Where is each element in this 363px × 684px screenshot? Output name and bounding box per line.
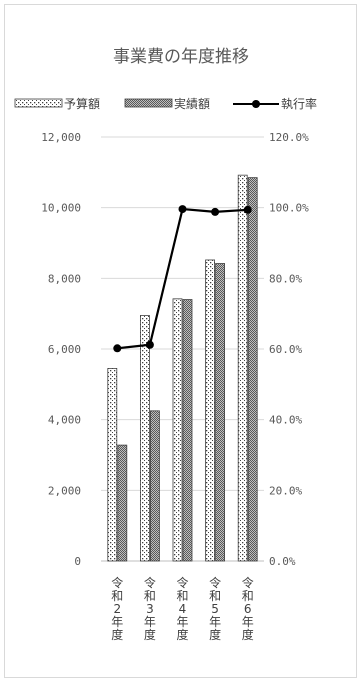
legend-label: 実績額 xyxy=(174,96,210,111)
x-category-label: 令和 4 年度 xyxy=(176,575,188,642)
y-right-tick-label: 40.0% xyxy=(269,414,302,427)
legend-item: 実績額 xyxy=(124,96,210,111)
y-right-tick-label: 20.0% xyxy=(269,484,302,497)
bar-budget xyxy=(172,298,183,562)
bar-budget xyxy=(107,368,118,562)
legend-item: 執行率 xyxy=(233,96,317,111)
bar-actual xyxy=(149,410,160,562)
y-left-tick-label: 4,000 xyxy=(48,414,81,427)
bar-actual xyxy=(215,263,226,562)
x-category-label: 令和 6 年度 xyxy=(242,575,254,642)
rate-point xyxy=(211,207,220,216)
gridlines xyxy=(101,136,264,562)
y-left-tick-label: 8,000 xyxy=(48,272,81,285)
y-axis-left: 0 2,000 4,000 6,000 8,000 10,000 12,000 xyxy=(41,131,81,568)
rate-line xyxy=(113,205,252,353)
bar-actual xyxy=(117,444,128,562)
rate-point xyxy=(113,344,122,353)
x-category-label: 令和 2 年度 xyxy=(111,575,123,642)
bar-actual xyxy=(182,299,193,562)
chart-title: 事業費の年度推移 xyxy=(113,47,249,67)
y-right-tick-label: 0.0% xyxy=(269,555,296,568)
y-right-tick-label: 80.0% xyxy=(269,272,302,285)
y-left-tick-label: 0 xyxy=(74,555,81,568)
bar-budget xyxy=(205,259,216,562)
y-left-tick-label: 10,000 xyxy=(41,202,81,215)
x-category-label: 令和 5 年度 xyxy=(209,575,221,642)
rate-point xyxy=(243,205,252,214)
legend-swatch xyxy=(14,98,63,108)
y-axis-right: 0.0% 20.0% 40.0% 60.0% 80.0% 100.0% 120.0% xyxy=(269,131,309,568)
bar-budget xyxy=(139,315,150,562)
rate-point xyxy=(145,340,154,349)
legend-label: 執行率 xyxy=(281,96,317,111)
x-axis-categories: 令和 2 年度 令和 3 年度 令和 4 年度 令和 5 年度 令和 6 年度 xyxy=(111,575,253,642)
y-left-tick-label: 6,000 xyxy=(48,343,81,356)
legend-swatch xyxy=(124,98,173,108)
chart-svg: 事業費の年度推移 予算額 実績額 執行率 0 2,000 4,000 6,000 8,000… xyxy=(14,47,317,642)
chart-frame: 事業費の年度推移 予算額 実績額 執行率 0 2,000 4,000 6,000 8,000… xyxy=(4,4,357,678)
bar-budget xyxy=(237,174,248,562)
rate-point xyxy=(178,205,187,214)
legend-label: 予算額 xyxy=(64,96,100,111)
bar-actual xyxy=(247,177,258,562)
legend: 予算額 実績額 執行率 xyxy=(14,96,317,111)
bars xyxy=(107,174,258,562)
y-right-tick-label: 60.0% xyxy=(269,343,302,356)
y-right-tick-label: 100.0% xyxy=(269,202,309,215)
legend-dot xyxy=(252,100,260,108)
y-right-tick-label: 120.0% xyxy=(269,131,309,144)
y-left-tick-label: 2,000 xyxy=(48,484,81,497)
legend-item: 予算額 xyxy=(14,96,100,111)
x-category-label: 令和 3 年度 xyxy=(144,575,156,642)
y-left-tick-label: 12,000 xyxy=(41,131,81,144)
